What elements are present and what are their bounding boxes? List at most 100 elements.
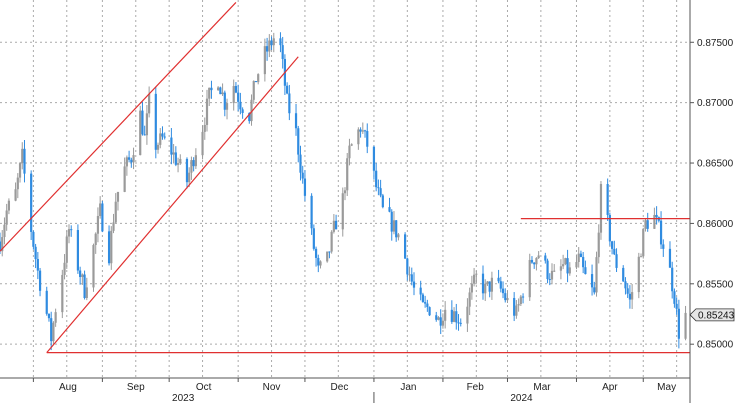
candles [0, 32, 687, 351]
candle-down [359, 129, 362, 132]
candle-up [553, 270, 556, 272]
candle-down [655, 214, 658, 218]
candle-down [192, 160, 195, 167]
candle-up [348, 145, 351, 159]
candle-up [441, 320, 445, 326]
candle-down [223, 92, 226, 110]
candle-down [47, 313, 51, 319]
candle-down [646, 220, 649, 229]
candle-down [101, 203, 104, 232]
candle-down [38, 270, 42, 291]
candle-up [208, 87, 211, 99]
candle-down [521, 296, 525, 298]
candle-up [444, 309, 447, 321]
candle-up [392, 220, 396, 232]
x-tick-label: Feb [467, 382, 485, 393]
candle-down [328, 251, 331, 253]
candle-up [470, 283, 473, 293]
candle-up [637, 256, 640, 293]
candle-down [548, 279, 551, 281]
candle-up [179, 158, 182, 164]
candle-down [294, 113, 298, 129]
candle-up [61, 274, 64, 313]
x-tick-label: Jan [400, 382, 416, 393]
candle-up [205, 98, 209, 125]
candle-down [388, 207, 391, 212]
candle-down [379, 188, 382, 196]
candle-up [250, 99, 253, 122]
candle-down [419, 287, 422, 295]
candle-down [234, 86, 238, 93]
candle-down [395, 220, 398, 238]
candle-up [357, 129, 360, 145]
candle-up [116, 191, 120, 202]
candle-down [424, 302, 427, 304]
candle-up [506, 297, 509, 301]
candle-down [546, 260, 549, 280]
candle-down [237, 92, 240, 102]
candle-up [468, 292, 471, 307]
candle-down [403, 234, 407, 259]
candle-down [501, 288, 505, 294]
y-tick-label: 0.85500 [697, 279, 734, 290]
candle-up [575, 261, 578, 268]
candle-up [114, 201, 117, 223]
x-tick-label: Mar [533, 382, 551, 393]
candle-down [533, 262, 536, 265]
candle-down [390, 211, 393, 232]
candle-up [96, 215, 100, 234]
candle-down [312, 228, 315, 249]
candle-up [3, 224, 6, 238]
candle-down [412, 281, 416, 288]
candle-down [34, 246, 37, 260]
year-label: 2023 [172, 393, 195, 403]
candle-up [63, 262, 66, 275]
candle-up [466, 306, 469, 324]
candle-up [148, 93, 151, 114]
candle-up [341, 193, 344, 230]
candle-up [346, 158, 349, 191]
candle-down [239, 101, 242, 110]
candle-up [550, 270, 554, 280]
candle-down [544, 255, 547, 261]
candle-down [70, 229, 73, 231]
candle-up [232, 86, 235, 104]
candle-up [99, 203, 102, 216]
candle-down [334, 220, 338, 230]
candle-up [653, 214, 656, 229]
candle-up [14, 189, 17, 201]
candle-down [668, 248, 672, 268]
candle-up [564, 258, 567, 265]
candle-down [450, 309, 453, 322]
candle-down [624, 281, 627, 289]
candle-up [562, 264, 565, 267]
last-value-box [689, 308, 735, 322]
candle-down [301, 172, 304, 179]
candle-down [303, 178, 307, 196]
x-tick-label: Oct [196, 382, 212, 393]
candle-down [377, 187, 380, 189]
candle-down [241, 109, 244, 113]
y-tick-label: 0.85000 [697, 340, 734, 351]
candle-down [504, 293, 507, 301]
candle-up [172, 152, 175, 155]
grid-lines [0, 0, 690, 378]
candle-up [484, 283, 487, 294]
candle-down [375, 170, 378, 188]
candle-down [185, 158, 189, 183]
candle-up [528, 259, 531, 298]
candle-up [559, 266, 563, 271]
candle-down [457, 322, 460, 324]
candle-down [286, 85, 289, 94]
candle-up [18, 163, 22, 178]
candle-up [217, 87, 220, 91]
candle-down [497, 277, 500, 282]
candle-down [626, 288, 629, 294]
candle-down [279, 38, 282, 46]
candle-up [595, 257, 598, 293]
candle-up [684, 312, 687, 339]
candle-down [579, 253, 583, 257]
candle-up [54, 312, 57, 323]
candle-down [372, 146, 376, 171]
candle-up [125, 157, 128, 167]
